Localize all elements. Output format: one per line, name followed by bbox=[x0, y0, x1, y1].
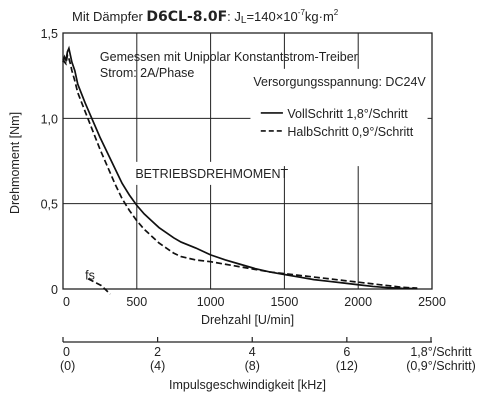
title-model: D6CL-8.0F bbox=[146, 9, 227, 25]
y-tick-label: 1,5 bbox=[41, 27, 58, 41]
legend-label: HalbSchritt 0,9°/Schritt bbox=[287, 125, 413, 139]
secondary-tick-label-paren: (4) bbox=[150, 359, 165, 373]
series-line-1 bbox=[62, 52, 418, 289]
annotation-current: Strom: 2A/Phase bbox=[100, 66, 195, 80]
plot-frame bbox=[62, 32, 433, 290]
x-tick-label: 1500 bbox=[270, 295, 298, 309]
title-inertia-unit: kg·m bbox=[305, 9, 334, 24]
x-tick-label: 500 bbox=[126, 295, 147, 309]
annotation-measurement: Gemessen mit Unipolar Konstantstrom-Trei… bbox=[100, 50, 358, 64]
series-group bbox=[62, 45, 418, 295]
secondary-tick-label-paren: (0,9°/Schritt) bbox=[406, 359, 476, 373]
y-axis-label: Drehmoment [Nm] bbox=[8, 112, 22, 214]
secondary-tick-label: 4 bbox=[249, 345, 256, 359]
y-axis-ticks: 0 0,5 1,0 1,5 bbox=[41, 27, 58, 297]
title-inertia: : J bbox=[227, 9, 241, 24]
chart-title: Mit Dämpfer D6CL-8.0F: JL=140×10-7kg·m2 bbox=[72, 8, 339, 26]
secondary-tick-label-paren: (12) bbox=[336, 359, 358, 373]
legend: VollSchritt 1,8°/Schritt HalbSchritt 0,9°… bbox=[260, 107, 414, 139]
secondary-tick-label: 2 bbox=[154, 345, 161, 359]
title-inertia-exp: -7 bbox=[298, 8, 306, 17]
title-inertia-sub: L bbox=[241, 15, 247, 26]
annotation-supply-voltage: Versorgungsspannung: DC24V bbox=[253, 75, 426, 89]
legend-label: VollSchritt 1,8°/Schritt bbox=[287, 107, 408, 121]
secondary-tick-label-paren: (0) bbox=[60, 359, 75, 373]
legend-background bbox=[250, 68, 428, 167]
secondary-tick-label: 0 bbox=[63, 345, 70, 359]
y-tick-label: 0 bbox=[51, 283, 58, 297]
annotation-operating-torque: BETRIEBSDREHMOMENT bbox=[135, 167, 288, 181]
y-tick-label: 1,0 bbox=[41, 112, 58, 126]
series-line-0 bbox=[62, 45, 418, 290]
title-inertia-unit-exp: 2 bbox=[334, 8, 339, 17]
y-tick-label: 0,5 bbox=[41, 198, 58, 212]
series-line-2 bbox=[87, 278, 111, 295]
x-axis-ticks: 0 500 1000 1500 2000 2500 bbox=[63, 295, 446, 309]
operating-label-background bbox=[132, 161, 282, 185]
x-axis-label: Drehzahl [U/min] bbox=[201, 313, 294, 327]
secondary-tick-label: 1,8°/Schritt bbox=[410, 345, 472, 359]
secondary-x-axis-label: Impulsgeschwindigkeit [kHz] bbox=[169, 378, 326, 392]
title-inertia-val: =140×10 bbox=[246, 9, 297, 24]
x-tick-label: 2000 bbox=[344, 295, 372, 309]
x-tick-label: 2500 bbox=[418, 295, 446, 309]
x-tick-label: 1000 bbox=[197, 295, 225, 309]
secondary-tick-label-paren: (8) bbox=[245, 359, 260, 373]
secondary-tick-label: 6 bbox=[343, 345, 350, 359]
secondary-x-axis: 0(0) 2(4) 4(8) 6(12) 1,8°/Schritt(0,9°/Schri… bbox=[60, 337, 476, 373]
x-tick-label: 0 bbox=[63, 295, 70, 309]
annotation-fs: fs bbox=[85, 268, 95, 282]
title-prefix: Mit Dämpfer bbox=[72, 9, 146, 24]
